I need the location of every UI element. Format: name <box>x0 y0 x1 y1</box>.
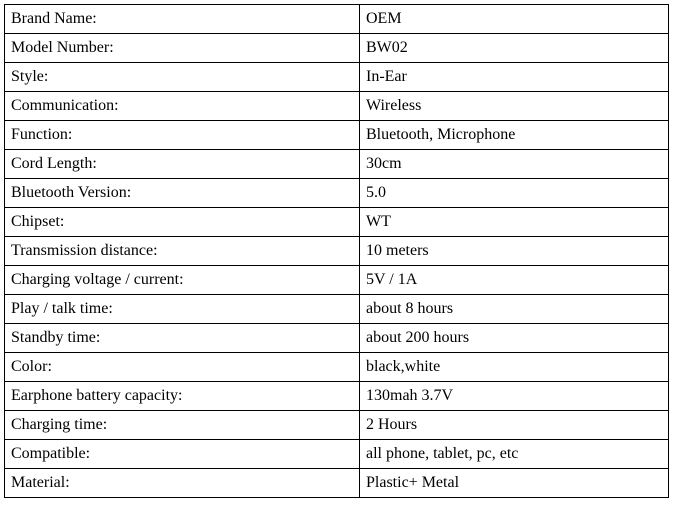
table-row: Style: In-Ear <box>5 63 669 92</box>
spec-label: Model Number: <box>5 34 360 63</box>
spec-value: 130mah 3.7V <box>360 382 669 411</box>
spec-label: Transmission distance: <box>5 237 360 266</box>
spec-label: Cord Length: <box>5 150 360 179</box>
table-row: Brand Name: OEM <box>5 5 669 34</box>
table-row: Transmission distance: 10 meters <box>5 237 669 266</box>
table-row: Charging time: 2 Hours <box>5 411 669 440</box>
spec-value: Plastic+ Metal <box>360 469 669 498</box>
spec-value: Bluetooth, Microphone <box>360 121 669 150</box>
spec-label: Play / talk time: <box>5 295 360 324</box>
spec-label: Standby time: <box>5 324 360 353</box>
spec-value: about 8 hours <box>360 295 669 324</box>
spec-label: Function: <box>5 121 360 150</box>
spec-label: Brand Name: <box>5 5 360 34</box>
spec-value: about 200 hours <box>360 324 669 353</box>
spec-table: Brand Name: OEM Model Number: BW02 Style… <box>4 4 669 498</box>
spec-label: Material: <box>5 469 360 498</box>
spec-label: Charging voltage / current: <box>5 266 360 295</box>
spec-label: Style: <box>5 63 360 92</box>
table-row: Compatible: all phone, tablet, pc, etc <box>5 440 669 469</box>
spec-value: OEM <box>360 5 669 34</box>
spec-label: Charging time: <box>5 411 360 440</box>
spec-label: Compatible: <box>5 440 360 469</box>
table-row: Chipset: WT <box>5 208 669 237</box>
spec-label: Bluetooth Version: <box>5 179 360 208</box>
table-row: Color: black,white <box>5 353 669 382</box>
spec-label: Color: <box>5 353 360 382</box>
table-row: Model Number: BW02 <box>5 34 669 63</box>
spec-value: WT <box>360 208 669 237</box>
spec-label: Earphone battery capacity: <box>5 382 360 411</box>
spec-value: In-Ear <box>360 63 669 92</box>
spec-value: 10 meters <box>360 237 669 266</box>
table-row: Material: Plastic+ Metal <box>5 469 669 498</box>
table-row: Standby time: about 200 hours <box>5 324 669 353</box>
spec-value: BW02 <box>360 34 669 63</box>
table-row: Bluetooth Version: 5.0 <box>5 179 669 208</box>
spec-label: Communication: <box>5 92 360 121</box>
spec-label: Chipset: <box>5 208 360 237</box>
spec-value: black,white <box>360 353 669 382</box>
table-row: Earphone battery capacity: 130mah 3.7V <box>5 382 669 411</box>
table-row: Communication: Wireless <box>5 92 669 121</box>
spec-value: 2 Hours <box>360 411 669 440</box>
spec-value: 5.0 <box>360 179 669 208</box>
spec-value: all phone, tablet, pc, etc <box>360 440 669 469</box>
table-row: Play / talk time: about 8 hours <box>5 295 669 324</box>
table-row: Cord Length: 30cm <box>5 150 669 179</box>
spec-value: Wireless <box>360 92 669 121</box>
spec-value: 30cm <box>360 150 669 179</box>
spec-value: 5V / 1A <box>360 266 669 295</box>
table-row: Function: Bluetooth, Microphone <box>5 121 669 150</box>
table-row: Charging voltage / current: 5V / 1A <box>5 266 669 295</box>
